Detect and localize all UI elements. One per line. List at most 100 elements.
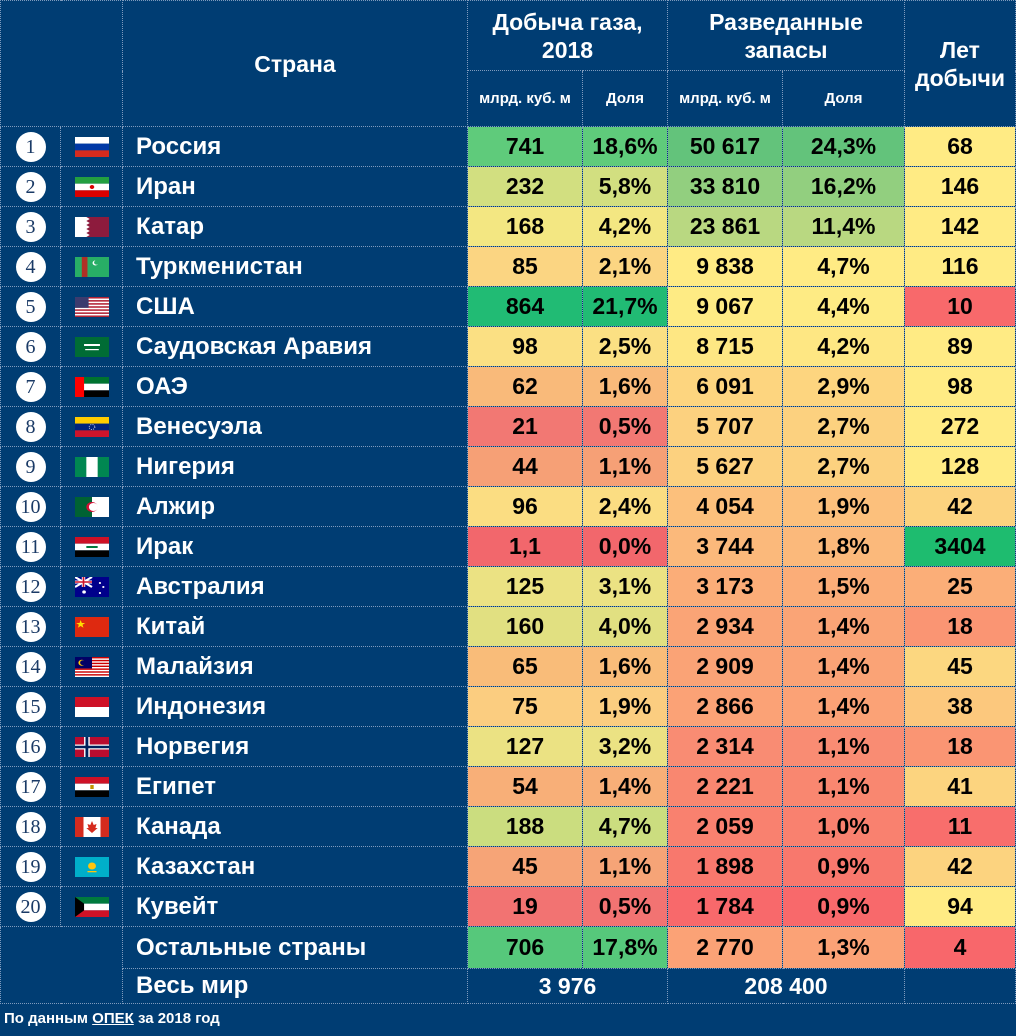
years-value: 142 [904, 206, 1016, 247]
others-blank [0, 926, 123, 1004]
production-share: 4,2% [582, 206, 668, 247]
rank-cell: 4 [0, 246, 61, 287]
production-share: 21,7% [582, 286, 668, 327]
flag-cell [60, 566, 123, 607]
country-name: Россия [122, 126, 468, 167]
source-link[interactable]: ОПЕК [92, 1010, 134, 1027]
reserves-share: 4,2% [782, 326, 905, 367]
rank-cell: 16 [0, 726, 61, 767]
country-name: Австралия [122, 566, 468, 607]
table-row: 20 Кувейт 19 0,5% 1 784 0,9% 94 [0, 886, 1016, 927]
production-value: 160 [467, 606, 583, 647]
years-value: 89 [904, 326, 1016, 367]
reserves-value: 6 091 [667, 366, 783, 407]
table-row: 13 Китай 160 4,0% 2 934 1,4% 18 [0, 606, 1016, 647]
rank-number: 20 [15, 891, 46, 922]
production-share: 3,2% [582, 726, 668, 767]
australia-flag [74, 576, 109, 597]
production-value: 21 [467, 406, 583, 447]
table-row: 14 Малайзия 65 1,6% 2 909 1,4% 45 [0, 646, 1016, 687]
reserves-share: 1,5% [782, 566, 905, 607]
malaysia-flag [74, 656, 109, 677]
reserves-value: 2 934 [667, 606, 783, 647]
production-value: 54 [467, 766, 583, 807]
flag-cell [60, 166, 123, 207]
header-res-unit: млрд. куб. м [667, 70, 783, 127]
table-row: 6 Саудовская Аравия 98 2,5% 8 715 4,2% 89 [0, 326, 1016, 367]
years-value: 18 [904, 726, 1016, 767]
production-share: 0,5% [582, 406, 668, 447]
table-row: 1 Россия 741 18,6% 50 617 24,3% 68 [0, 126, 1016, 167]
flag-cell [60, 206, 123, 247]
table-row: 4 Туркменистан 85 2,1% 9 838 4,7% 116 [0, 246, 1016, 287]
table-row: 19 Казахстан 45 1,1% 1 898 0,9% 42 [0, 846, 1016, 887]
production-share: 1,9% [582, 686, 668, 727]
reserves-value: 2 909 [667, 646, 783, 687]
country-name: Малайзия [122, 646, 468, 687]
reserves-share: 24,3% [782, 126, 905, 167]
flag-cell [60, 406, 123, 447]
reserves-value: 33 810 [667, 166, 783, 207]
reserves-value: 3 173 [667, 566, 783, 607]
table-row: 17 Египет 54 1,4% 2 221 1,1% 41 [0, 766, 1016, 807]
reserves-value: 2 221 [667, 766, 783, 807]
others-production: 706 [467, 926, 583, 969]
others-reserves-share: 1,3% [782, 926, 905, 969]
years-value: 38 [904, 686, 1016, 727]
reserves-share: 1,4% [782, 686, 905, 727]
table-row: 15 Индонезия 75 1,9% 2 866 1,4% 38 [0, 686, 1016, 727]
nigeria-flag [74, 456, 109, 477]
world-reserves: 208 400 [667, 968, 905, 1004]
table-row: 2 Иран 232 5,8% 33 810 16,2% 146 [0, 166, 1016, 207]
years-value: 10 [904, 286, 1016, 327]
production-value: 62 [467, 366, 583, 407]
rank-cell: 6 [0, 326, 61, 367]
world-production: 3 976 [467, 968, 668, 1004]
header-reserves: Разведанные запасы [667, 0, 905, 71]
rank-number: 17 [15, 771, 46, 802]
rank-number: 16 [15, 731, 46, 762]
production-share: 1,6% [582, 646, 668, 687]
rank-number: 2 [15, 171, 46, 202]
rank-number: 8 [15, 411, 46, 442]
header-blank [0, 0, 123, 127]
turkmenistan-flag [74, 256, 109, 277]
years-value: 45 [904, 646, 1016, 687]
rank-cell: 15 [0, 686, 61, 727]
rank-cell: 19 [0, 846, 61, 887]
rank-number: 10 [15, 491, 46, 522]
years-value: 128 [904, 446, 1016, 487]
reserves-value: 2 059 [667, 806, 783, 847]
algeria-flag [74, 496, 109, 517]
flag-cell [60, 526, 123, 567]
years-value: 42 [904, 486, 1016, 527]
rank-cell: 20 [0, 886, 61, 927]
country-name: Канада [122, 806, 468, 847]
production-value: 188 [467, 806, 583, 847]
production-value: 1,1 [467, 526, 583, 567]
reserves-value: 1 784 [667, 886, 783, 927]
world-row: Весь мир 3 976 208 400 [1, 968, 1016, 1004]
others-production-share: 17,8% [582, 926, 668, 969]
rank-cell: 3 [0, 206, 61, 247]
rank-cell: 9 [0, 446, 61, 487]
production-value: 85 [467, 246, 583, 287]
rank-cell: 12 [0, 566, 61, 607]
others-reserves: 2 770 [667, 926, 783, 969]
years-value: 11 [904, 806, 1016, 847]
rank-number: 11 [15, 531, 46, 562]
production-value: 45 [467, 846, 583, 887]
saudi-arabia-flag [74, 336, 109, 357]
others-name: Остальные страны [122, 926, 468, 969]
rank-number: 12 [15, 571, 46, 602]
flag-cell [60, 886, 123, 927]
rank-number: 15 [15, 691, 46, 722]
production-share: 2,4% [582, 486, 668, 527]
indonesia-flag [74, 696, 109, 717]
flag-cell [60, 766, 123, 807]
production-value: 741 [467, 126, 583, 167]
production-share: 2,1% [582, 246, 668, 287]
country-name: Венесуэла [122, 406, 468, 447]
country-name: Индонезия [122, 686, 468, 727]
